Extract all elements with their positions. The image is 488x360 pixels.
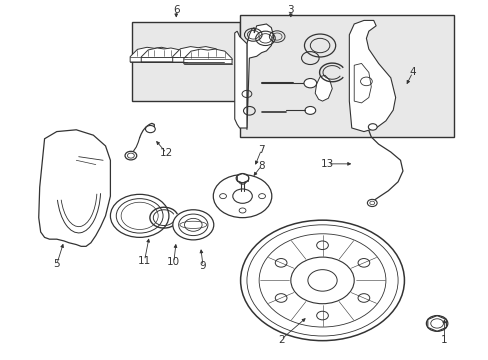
Circle shape — [110, 194, 168, 237]
Circle shape — [121, 202, 158, 229]
Circle shape — [316, 241, 328, 249]
Text: 5: 5 — [53, 259, 60, 269]
Polygon shape — [39, 130, 110, 246]
Text: 4: 4 — [408, 67, 415, 77]
Text: 11: 11 — [138, 256, 151, 266]
Polygon shape — [348, 21, 395, 132]
Circle shape — [357, 258, 369, 267]
Circle shape — [239, 179, 245, 184]
Polygon shape — [130, 47, 178, 62]
Polygon shape — [353, 63, 370, 103]
Circle shape — [184, 219, 202, 231]
Circle shape — [305, 107, 315, 114]
Circle shape — [357, 294, 369, 302]
Circle shape — [258, 194, 265, 199]
Circle shape — [145, 126, 155, 133]
Polygon shape — [246, 24, 273, 130]
Circle shape — [259, 234, 385, 327]
Circle shape — [316, 311, 328, 320]
Polygon shape — [141, 48, 186, 62]
Text: 13: 13 — [320, 159, 333, 169]
Polygon shape — [234, 31, 246, 128]
Text: 12: 12 — [160, 148, 173, 158]
Circle shape — [426, 316, 447, 331]
Text: 1: 1 — [440, 334, 447, 345]
Circle shape — [125, 151, 137, 160]
Circle shape — [290, 257, 353, 304]
Polygon shape — [315, 75, 331, 101]
Circle shape — [236, 174, 248, 183]
Circle shape — [219, 194, 226, 199]
Circle shape — [246, 225, 397, 336]
Text: 10: 10 — [167, 257, 180, 267]
Text: 6: 6 — [173, 5, 179, 15]
FancyBboxPatch shape — [132, 22, 239, 101]
Polygon shape — [183, 49, 232, 64]
Circle shape — [369, 201, 374, 205]
Circle shape — [127, 153, 134, 158]
Text: 2: 2 — [277, 334, 284, 345]
Text: 9: 9 — [199, 261, 206, 271]
Circle shape — [172, 210, 213, 240]
Circle shape — [366, 199, 376, 207]
Polygon shape — [172, 46, 223, 62]
Text: 7: 7 — [258, 144, 264, 154]
Circle shape — [275, 258, 286, 267]
Circle shape — [275, 294, 286, 302]
Circle shape — [239, 208, 245, 213]
Circle shape — [240, 220, 404, 341]
Circle shape — [304, 78, 316, 88]
Circle shape — [213, 175, 271, 218]
Circle shape — [178, 214, 207, 235]
Circle shape — [307, 270, 336, 291]
Text: 3: 3 — [287, 5, 294, 15]
Circle shape — [116, 199, 163, 233]
Circle shape — [232, 189, 252, 203]
Text: 8: 8 — [258, 161, 264, 171]
Circle shape — [367, 124, 376, 130]
FancyBboxPatch shape — [239, 15, 453, 137]
Circle shape — [430, 319, 443, 328]
